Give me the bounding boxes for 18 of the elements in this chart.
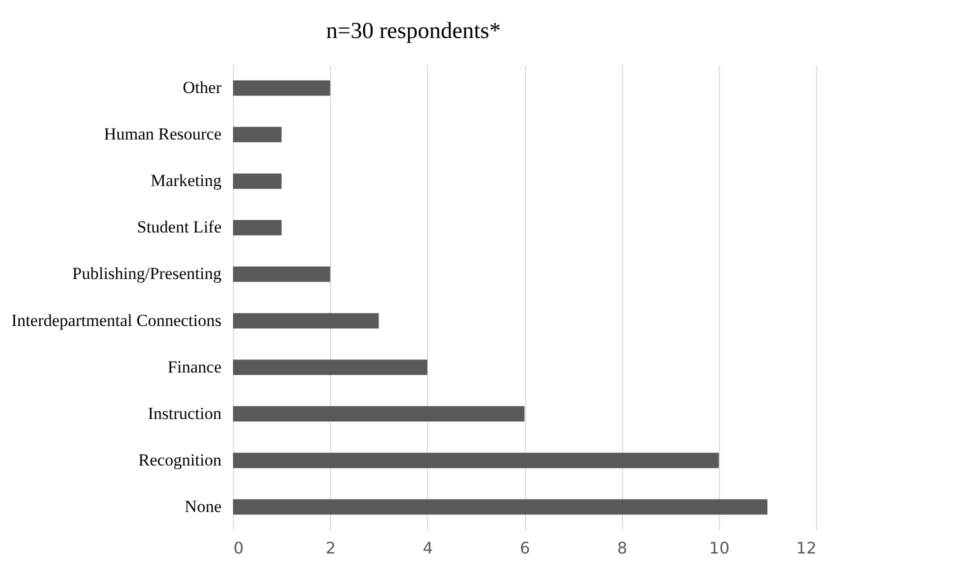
x-tick-label: 4 — [422, 538, 433, 558]
x-tick-label: 2 — [326, 538, 336, 558]
x-tick-label: 12 — [796, 538, 816, 558]
y-tick-label: Marketing — [150, 171, 222, 190]
y-tick-label: Recognition — [138, 450, 222, 470]
y-tick-label: Finance — [168, 357, 222, 376]
x-tick-label: 8 — [617, 538, 628, 558]
y-tick-label: Student Life — [136, 218, 222, 237]
y-tick-label: Human Resource — [104, 124, 222, 144]
y-tick-label: Instruction — [148, 404, 222, 423]
x-tick-label: 6 — [520, 538, 530, 558]
y-tick-label: Publishing/Presenting — [72, 264, 222, 284]
y-tick-label: Interdepartmental Connections — [11, 310, 222, 330]
y-tick-label: None — [184, 496, 222, 516]
x-tick-label: 10 — [709, 538, 730, 558]
x-tick-label: 0 — [234, 538, 244, 558]
chart-title: n=30 respondents* — [326, 18, 501, 43]
y-tick-label: Other — [182, 78, 222, 98]
